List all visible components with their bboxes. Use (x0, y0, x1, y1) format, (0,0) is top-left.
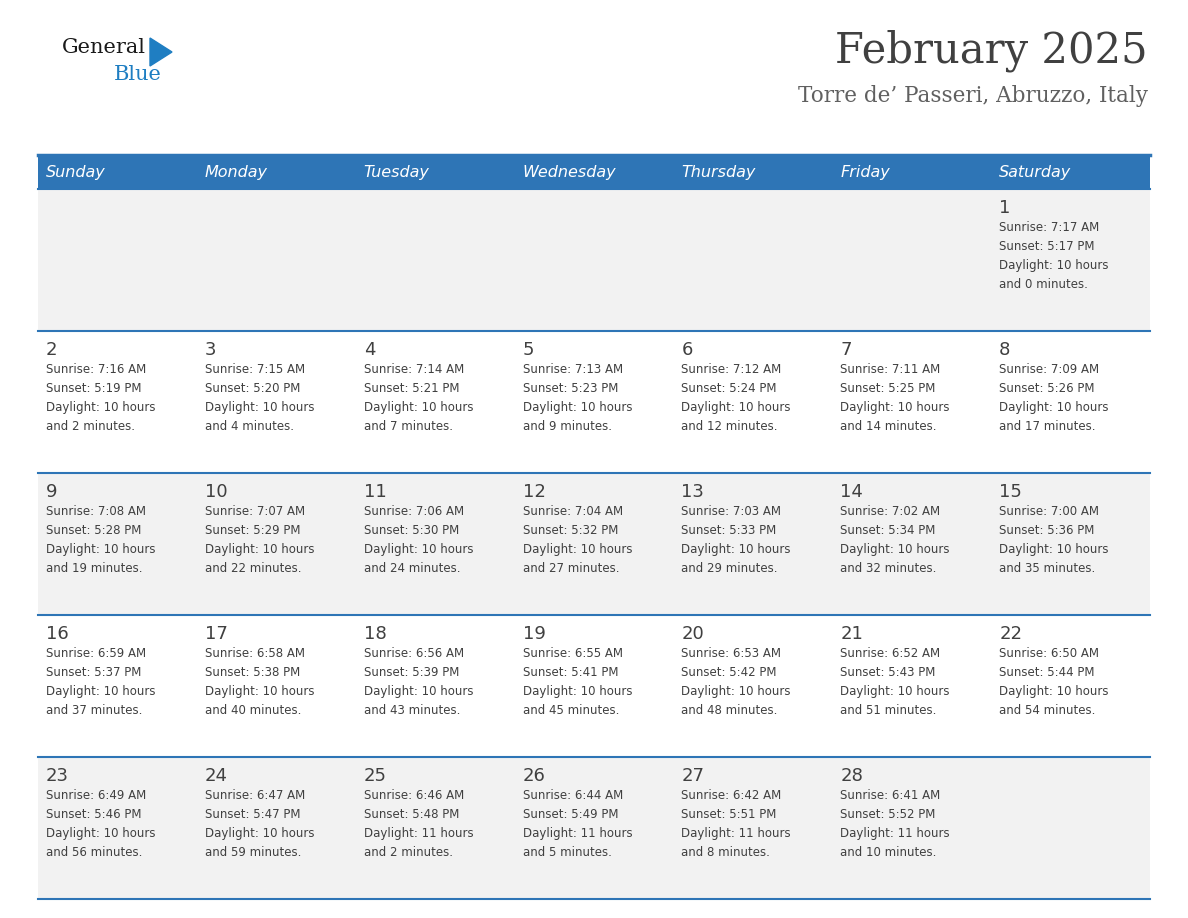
Text: Thursday: Thursday (682, 165, 756, 181)
Text: Sunrise: 6:49 AM
Sunset: 5:46 PM
Daylight: 10 hours
and 56 minutes.: Sunrise: 6:49 AM Sunset: 5:46 PM Dayligh… (46, 789, 156, 859)
Text: 3: 3 (204, 341, 216, 359)
Bar (38, 331, 1150, 473)
Text: Sunrise: 6:53 AM
Sunset: 5:42 PM
Daylight: 10 hours
and 48 minutes.: Sunrise: 6:53 AM Sunset: 5:42 PM Dayligh… (682, 647, 791, 717)
Text: Sunrise: 7:04 AM
Sunset: 5:32 PM
Daylight: 10 hours
and 27 minutes.: Sunrise: 7:04 AM Sunset: 5:32 PM Dayligh… (523, 505, 632, 575)
Text: 27: 27 (682, 767, 704, 785)
Text: 22: 22 (999, 625, 1022, 643)
Text: 23: 23 (46, 767, 69, 785)
Bar (38, 757, 1150, 899)
Text: Sunrise: 6:58 AM
Sunset: 5:38 PM
Daylight: 10 hours
and 40 minutes.: Sunrise: 6:58 AM Sunset: 5:38 PM Dayligh… (204, 647, 315, 717)
Text: 8: 8 (999, 341, 1011, 359)
Polygon shape (150, 38, 172, 66)
Text: 5: 5 (523, 341, 535, 359)
Text: 13: 13 (682, 483, 704, 501)
Text: 4: 4 (364, 341, 375, 359)
Text: Sunrise: 6:44 AM
Sunset: 5:49 PM
Daylight: 11 hours
and 5 minutes.: Sunrise: 6:44 AM Sunset: 5:49 PM Dayligh… (523, 789, 632, 859)
Text: Sunrise: 6:59 AM
Sunset: 5:37 PM
Daylight: 10 hours
and 37 minutes.: Sunrise: 6:59 AM Sunset: 5:37 PM Dayligh… (46, 647, 156, 717)
Text: Sunrise: 7:03 AM
Sunset: 5:33 PM
Daylight: 10 hours
and 29 minutes.: Sunrise: 7:03 AM Sunset: 5:33 PM Dayligh… (682, 505, 791, 575)
Text: Sunrise: 6:56 AM
Sunset: 5:39 PM
Daylight: 10 hours
and 43 minutes.: Sunrise: 6:56 AM Sunset: 5:39 PM Dayligh… (364, 647, 473, 717)
Text: 2: 2 (46, 341, 57, 359)
Text: 17: 17 (204, 625, 228, 643)
Text: 16: 16 (46, 625, 69, 643)
Text: Sunrise: 6:52 AM
Sunset: 5:43 PM
Daylight: 10 hours
and 51 minutes.: Sunrise: 6:52 AM Sunset: 5:43 PM Dayligh… (840, 647, 949, 717)
Text: 11: 11 (364, 483, 386, 501)
Text: 12: 12 (523, 483, 545, 501)
Text: Sunrise: 6:47 AM
Sunset: 5:47 PM
Daylight: 10 hours
and 59 minutes.: Sunrise: 6:47 AM Sunset: 5:47 PM Dayligh… (204, 789, 315, 859)
Bar (38, 189, 1150, 331)
Text: Sunrise: 7:13 AM
Sunset: 5:23 PM
Daylight: 10 hours
and 9 minutes.: Sunrise: 7:13 AM Sunset: 5:23 PM Dayligh… (523, 363, 632, 433)
Bar (38, 615, 1150, 757)
Text: General: General (62, 38, 146, 57)
Text: Friday: Friday (840, 165, 890, 181)
Text: 18: 18 (364, 625, 386, 643)
Bar (38, 157, 1150, 189)
Text: 7: 7 (840, 341, 852, 359)
Text: Sunrise: 7:00 AM
Sunset: 5:36 PM
Daylight: 10 hours
and 35 minutes.: Sunrise: 7:00 AM Sunset: 5:36 PM Dayligh… (999, 505, 1108, 575)
Text: Sunrise: 7:15 AM
Sunset: 5:20 PM
Daylight: 10 hours
and 4 minutes.: Sunrise: 7:15 AM Sunset: 5:20 PM Dayligh… (204, 363, 315, 433)
Text: Sunrise: 7:02 AM
Sunset: 5:34 PM
Daylight: 10 hours
and 32 minutes.: Sunrise: 7:02 AM Sunset: 5:34 PM Dayligh… (840, 505, 949, 575)
Text: Tuesday: Tuesday (364, 165, 430, 181)
Text: Sunrise: 6:55 AM
Sunset: 5:41 PM
Daylight: 10 hours
and 45 minutes.: Sunrise: 6:55 AM Sunset: 5:41 PM Dayligh… (523, 647, 632, 717)
Text: Wednesday: Wednesday (523, 165, 617, 181)
Text: Sunday: Sunday (46, 165, 106, 181)
Text: 24: 24 (204, 767, 228, 785)
Text: Sunrise: 6:42 AM
Sunset: 5:51 PM
Daylight: 11 hours
and 8 minutes.: Sunrise: 6:42 AM Sunset: 5:51 PM Dayligh… (682, 789, 791, 859)
Text: 14: 14 (840, 483, 864, 501)
Text: February 2025: February 2025 (835, 30, 1148, 73)
Bar (38, 473, 1150, 615)
Text: 15: 15 (999, 483, 1022, 501)
Text: 20: 20 (682, 625, 704, 643)
Text: 10: 10 (204, 483, 227, 501)
Text: 19: 19 (523, 625, 545, 643)
Text: Torre de’ Passeri, Abruzzo, Italy: Torre de’ Passeri, Abruzzo, Italy (798, 85, 1148, 107)
Text: Sunrise: 7:06 AM
Sunset: 5:30 PM
Daylight: 10 hours
and 24 minutes.: Sunrise: 7:06 AM Sunset: 5:30 PM Dayligh… (364, 505, 473, 575)
Text: Sunrise: 6:41 AM
Sunset: 5:52 PM
Daylight: 11 hours
and 10 minutes.: Sunrise: 6:41 AM Sunset: 5:52 PM Dayligh… (840, 789, 950, 859)
Text: Sunrise: 7:07 AM
Sunset: 5:29 PM
Daylight: 10 hours
and 22 minutes.: Sunrise: 7:07 AM Sunset: 5:29 PM Dayligh… (204, 505, 315, 575)
Text: Sunrise: 7:11 AM
Sunset: 5:25 PM
Daylight: 10 hours
and 14 minutes.: Sunrise: 7:11 AM Sunset: 5:25 PM Dayligh… (840, 363, 949, 433)
Text: Sunrise: 6:46 AM
Sunset: 5:48 PM
Daylight: 11 hours
and 2 minutes.: Sunrise: 6:46 AM Sunset: 5:48 PM Dayligh… (364, 789, 473, 859)
Text: Sunrise: 7:12 AM
Sunset: 5:24 PM
Daylight: 10 hours
and 12 minutes.: Sunrise: 7:12 AM Sunset: 5:24 PM Dayligh… (682, 363, 791, 433)
Text: Sunrise: 7:16 AM
Sunset: 5:19 PM
Daylight: 10 hours
and 2 minutes.: Sunrise: 7:16 AM Sunset: 5:19 PM Dayligh… (46, 363, 156, 433)
Text: 21: 21 (840, 625, 864, 643)
Text: Sunrise: 7:09 AM
Sunset: 5:26 PM
Daylight: 10 hours
and 17 minutes.: Sunrise: 7:09 AM Sunset: 5:26 PM Dayligh… (999, 363, 1108, 433)
Text: 25: 25 (364, 767, 387, 785)
Text: 26: 26 (523, 767, 545, 785)
Text: Monday: Monday (204, 165, 267, 181)
Text: Sunrise: 7:08 AM
Sunset: 5:28 PM
Daylight: 10 hours
and 19 minutes.: Sunrise: 7:08 AM Sunset: 5:28 PM Dayligh… (46, 505, 156, 575)
Text: 6: 6 (682, 341, 693, 359)
Text: Sunrise: 7:17 AM
Sunset: 5:17 PM
Daylight: 10 hours
and 0 minutes.: Sunrise: 7:17 AM Sunset: 5:17 PM Dayligh… (999, 221, 1108, 291)
Text: 9: 9 (46, 483, 57, 501)
Text: Sunrise: 6:50 AM
Sunset: 5:44 PM
Daylight: 10 hours
and 54 minutes.: Sunrise: 6:50 AM Sunset: 5:44 PM Dayligh… (999, 647, 1108, 717)
Text: Sunrise: 7:14 AM
Sunset: 5:21 PM
Daylight: 10 hours
and 7 minutes.: Sunrise: 7:14 AM Sunset: 5:21 PM Dayligh… (364, 363, 473, 433)
Text: 1: 1 (999, 199, 1011, 217)
Text: Blue: Blue (114, 65, 162, 84)
Text: 28: 28 (840, 767, 864, 785)
Text: Saturday: Saturday (999, 165, 1072, 181)
